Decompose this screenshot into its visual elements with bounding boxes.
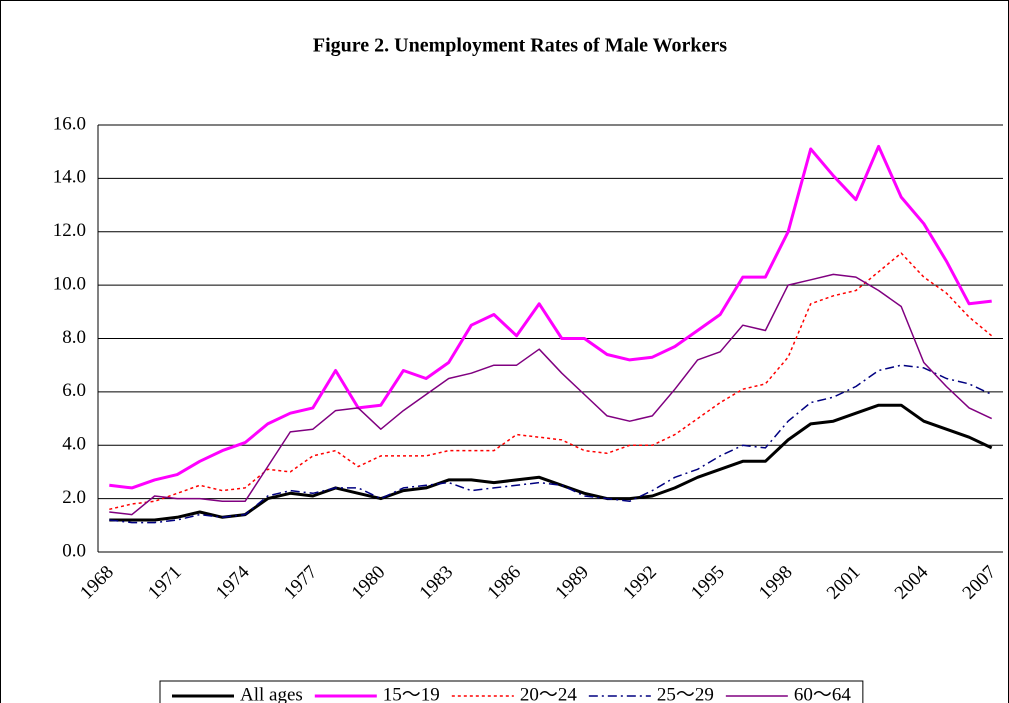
series-line	[109, 144, 992, 490]
y-tick-label: 14.0	[53, 167, 86, 188]
y-tick-label: 0.0	[62, 540, 86, 561]
y-tick-label: 12.0	[53, 220, 86, 241]
legend-label: 60～64	[794, 684, 852, 703]
legend-label: All ages	[240, 684, 303, 703]
y-tick-label: 2.0	[62, 487, 86, 508]
chart-title: Figure 2. Unemployment Rates of Male Wor…	[313, 35, 727, 57]
y-tick-label: 8.0	[62, 327, 86, 348]
legend-label: 15～19	[383, 684, 440, 703]
y-tick-label: 6.0	[62, 380, 86, 401]
series-line	[109, 252, 993, 511]
series-line	[109, 273, 993, 516]
series-line	[109, 403, 993, 522]
legend-label: 20～24	[520, 684, 578, 703]
y-tick-label: 4.0	[62, 434, 86, 455]
legend-label: 25～29	[657, 684, 714, 703]
series-line	[109, 364, 993, 524]
legend: All ages 15～19 20～24 25～29 60～64	[159, 680, 864, 703]
y-tick-label: 10.0	[53, 273, 86, 294]
y-tick-label: 16.0	[53, 113, 86, 134]
